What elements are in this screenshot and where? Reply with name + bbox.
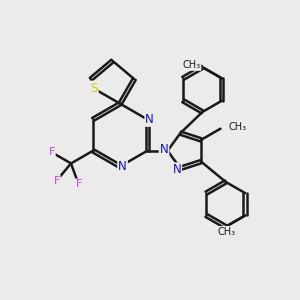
Text: S: S bbox=[90, 82, 98, 94]
Text: CH₃: CH₃ bbox=[182, 60, 200, 70]
Text: N: N bbox=[160, 143, 168, 156]
Text: N: N bbox=[118, 160, 127, 173]
Text: CH₃: CH₃ bbox=[218, 227, 236, 237]
Text: F: F bbox=[53, 176, 60, 186]
Text: N: N bbox=[172, 163, 181, 176]
Text: N: N bbox=[145, 113, 154, 126]
Text: F: F bbox=[76, 179, 82, 190]
Text: F: F bbox=[48, 147, 55, 157]
Text: CH₃: CH₃ bbox=[229, 122, 247, 132]
